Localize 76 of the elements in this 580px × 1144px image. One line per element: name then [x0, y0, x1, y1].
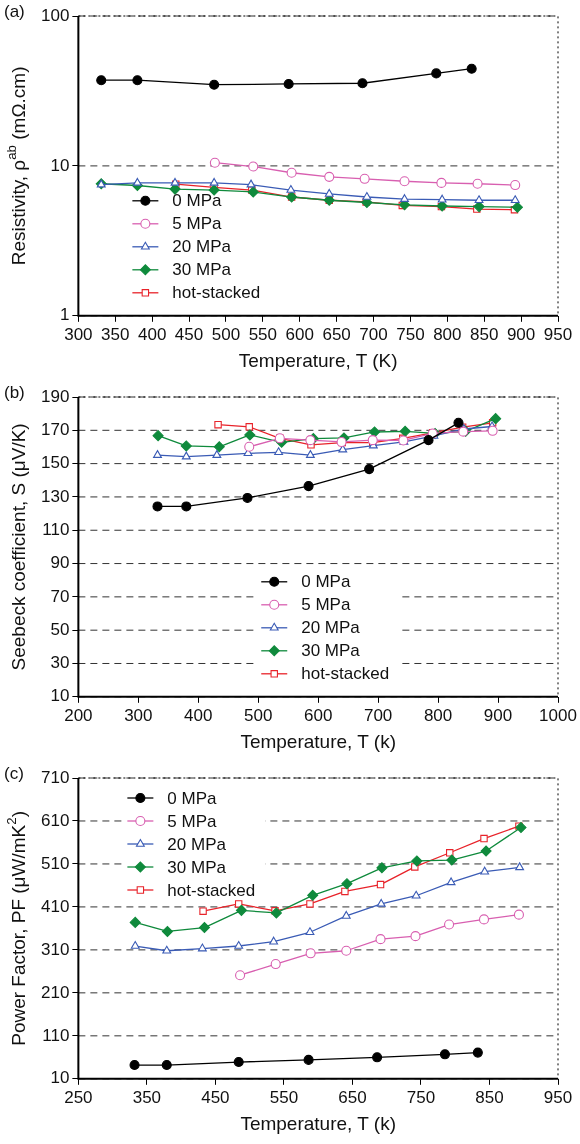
legend-label: hot-stacked: [301, 664, 390, 684]
x-tick-label: 750: [406, 1087, 436, 1107]
x-tick-label: 1000: [539, 705, 577, 725]
y-axis-title: Resistivity, ρab (mΩ.cm): [4, 66, 30, 266]
legend-label: 30 MPa: [167, 857, 227, 877]
text: (b): [4, 383, 25, 403]
x-tick-label: 950: [543, 324, 573, 344]
x-tick-label: 550: [269, 1087, 299, 1107]
x-tick-label: 650: [322, 324, 351, 344]
y-tick-label: 150: [40, 453, 70, 473]
x-tick-label: 300: [124, 705, 153, 725]
x-tick-label: 800: [423, 705, 453, 725]
y-axis-title: Power Factor, PF (μW/mK2): [4, 811, 30, 1046]
x-tick-label: 950: [543, 1087, 573, 1107]
y-tick-label: 90: [50, 553, 70, 573]
x-tick-label: 500: [244, 705, 273, 725]
legend-label: 0 MPa: [167, 788, 218, 808]
x-tick-label: 800: [433, 324, 462, 344]
y-tick-label: 50: [50, 619, 70, 639]
x-tick-label: 450: [201, 1087, 230, 1107]
legend-label: 30 MPa: [172, 260, 232, 280]
text: (c): [4, 764, 24, 784]
y-tick-label: 70: [50, 586, 70, 606]
legend-label: 5 MPa: [172, 214, 223, 234]
y-tick-label: 310: [40, 939, 70, 959]
y-tick-label: 410: [40, 896, 70, 916]
x-tick-label: 900: [506, 324, 536, 344]
text: (a): [4, 2, 25, 22]
legend-label: 20 MPa: [172, 237, 232, 257]
x-tick-label: 400: [137, 324, 167, 344]
legend-label: 5 MPa: [167, 811, 218, 831]
x-tick-label: 250: [64, 1087, 93, 1107]
y-tick-label: 610: [40, 810, 70, 830]
x-tick-label: 700: [359, 324, 388, 344]
legend-label: 30 MPa: [301, 641, 361, 661]
y-tick-label: 100: [40, 5, 70, 25]
x-tick-label: 600: [285, 324, 314, 344]
y-tick-label: 30: [50, 653, 70, 673]
y-tick-label: 10: [50, 686, 70, 706]
x-tick-label: 600: [303, 705, 333, 725]
legend-label: 20 MPa: [167, 834, 227, 854]
x-tick-label: 750: [396, 324, 425, 344]
x-tick-label: 700: [363, 705, 393, 725]
legend-label: hot-stacked: [172, 283, 261, 303]
y-tick-label: 10: [50, 155, 70, 175]
y-tick-label: 190: [40, 386, 70, 406]
legend-label: 0 MPa: [301, 572, 351, 592]
y-axis-title: Seebeck coefficient, S (μV/K): [8, 423, 30, 671]
x-tick-label: 900: [483, 705, 513, 725]
x-tick-label: 350: [101, 324, 130, 344]
x-tick-label: 550: [248, 324, 278, 344]
y-tick-label: 130: [40, 486, 70, 506]
legend-label: hot-stacked: [167, 880, 256, 900]
x-tick-label: 500: [211, 324, 241, 344]
x-tick-label: 850: [475, 1087, 504, 1107]
y-tick-label: 110: [42, 519, 70, 539]
legend-label: 0 MPa: [172, 191, 223, 211]
y-tick-label: 170: [40, 420, 70, 439]
y-tick-label: 710: [40, 767, 70, 787]
y-tick-label: 110: [42, 1025, 70, 1045]
x-tick-label: 850: [470, 324, 499, 344]
legend-label: 20 MPa: [301, 618, 361, 638]
x-tick-label: 450: [174, 324, 204, 344]
x-tick-label: 650: [338, 1087, 367, 1107]
x-tick-label: 200: [64, 705, 93, 725]
x-axis-title: Temperature, T (k): [240, 730, 396, 752]
y-tick-label: 10: [50, 1068, 70, 1088]
x-tick-label: 400: [184, 705, 213, 725]
y-tick-label: 1: [59, 305, 70, 325]
y-tick-label: 510: [40, 853, 70, 873]
x-tick-label: 350: [132, 1087, 162, 1107]
y-tick-label: 210: [40, 982, 70, 1002]
x-tick-label: 300: [64, 324, 93, 344]
x-axis-title: Temperature, T (k): [240, 1112, 396, 1134]
x-axis-title: Temperature, T (K): [238, 349, 398, 371]
legend-label: 5 MPa: [301, 595, 351, 615]
